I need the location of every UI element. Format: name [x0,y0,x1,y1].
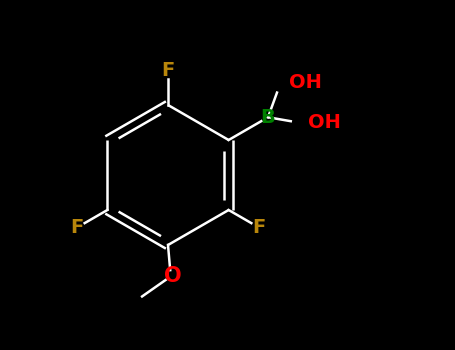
Text: F: F [253,218,266,237]
Text: F: F [71,218,84,237]
Text: OH: OH [308,113,341,132]
Text: O: O [164,266,181,286]
Text: B: B [261,108,275,127]
Text: F: F [162,61,175,79]
Text: OH: OH [289,73,322,92]
